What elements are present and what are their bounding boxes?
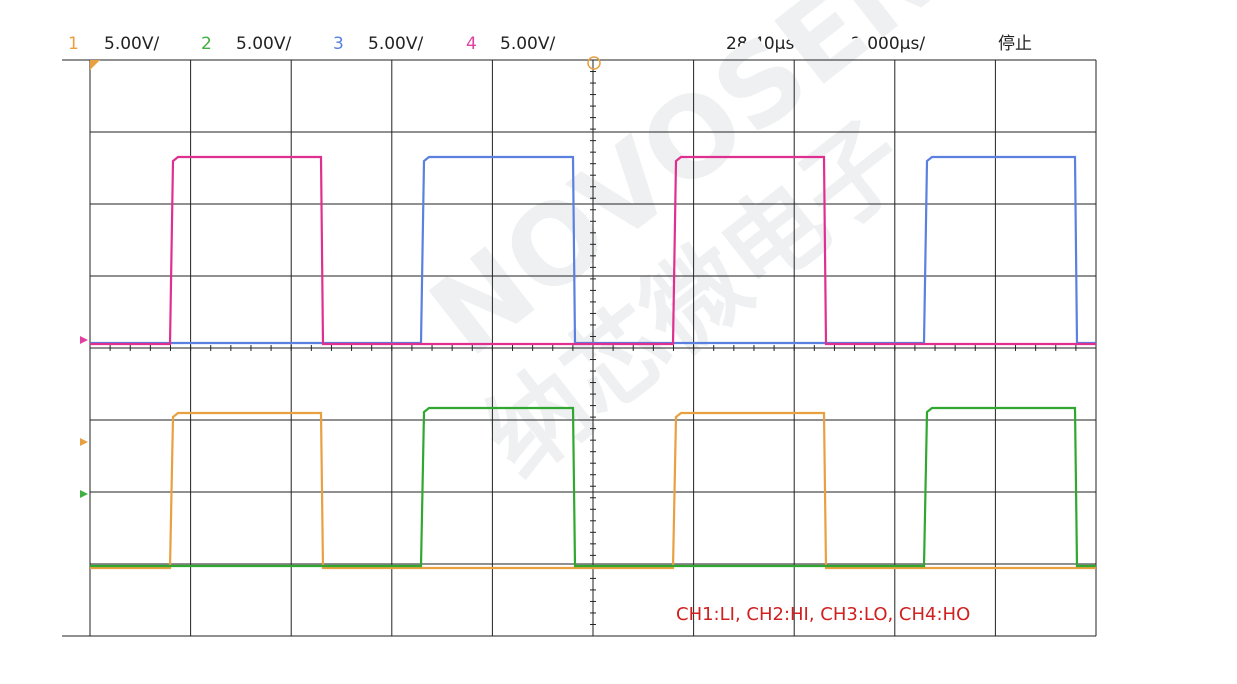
trigger-position — [587, 56, 601, 70]
run-status: 停止 — [998, 34, 1032, 54]
channel-annotation: CH1:LI, CH2:HI, CH3:LO, CH4:HO — [676, 604, 970, 625]
markers — [80, 56, 601, 498]
graticule — [62, 59, 1097, 637]
trigger-level — [80, 438, 88, 446]
channel-number: 3 — [333, 34, 344, 54]
channel-scale: 5.00V/ — [500, 34, 555, 54]
channel-scale: 5.00V/ — [104, 34, 159, 54]
watermark: NOVOSENSE 纳芯微电子 — [407, 0, 1085, 499]
ch1-offset-marker — [90, 60, 100, 70]
ch4-wave — [90, 155, 1096, 346]
ch3-wave — [90, 155, 1096, 345]
channel-scale: 5.00V/ — [236, 34, 291, 54]
channel-number: 2 — [201, 34, 212, 54]
ch1-wave — [90, 411, 1096, 570]
header: 1 5.00V/ 2 5.00V/ 3 5.00V/ 4 5.00V/ 28.4… — [68, 34, 1032, 54]
channel-number: 4 — [466, 34, 477, 54]
ch2-wave — [90, 406, 1096, 568]
channel-scale: 5.00V/ — [368, 34, 423, 54]
ch2-ground — [80, 490, 88, 498]
channel-number: 1 — [68, 34, 79, 54]
timebase: 2.000µs/ — [851, 34, 925, 54]
time-position: 28.40µs — [726, 34, 794, 54]
waveforms — [90, 155, 1096, 570]
ch4-ground — [80, 336, 88, 344]
